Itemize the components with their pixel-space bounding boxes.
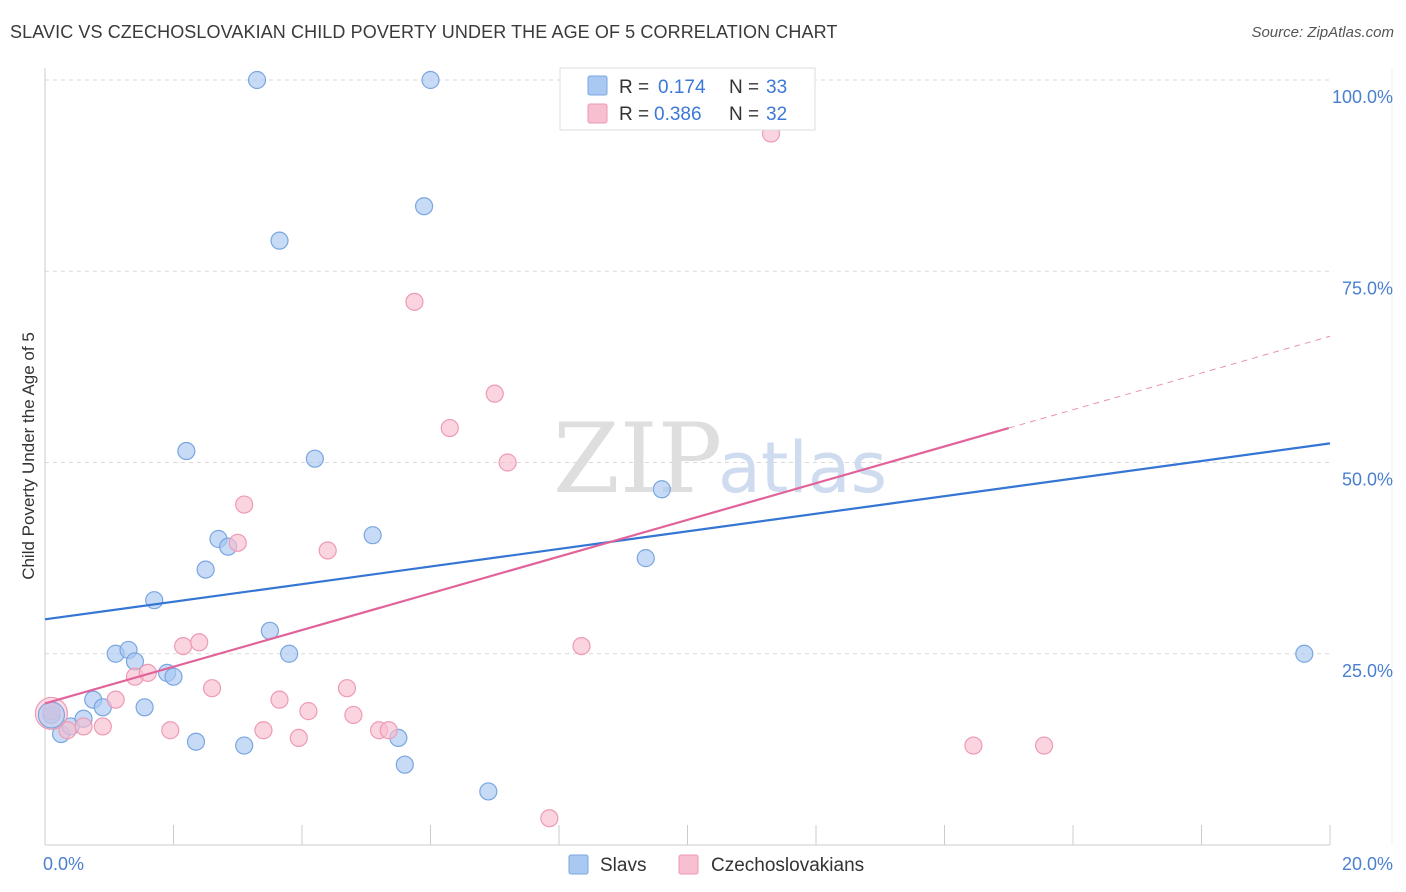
legend-r-value-slavs: 0.174 (658, 77, 706, 98)
trend-extension-czechoslovakians (1008, 335, 1331, 429)
point-czechoslovakians-3 (93, 717, 112, 736)
point-slavs-24 (363, 526, 382, 545)
legend-r-label-slavs: R = (619, 77, 649, 98)
point-czechoslovakians-25 (498, 453, 517, 472)
point-slavs-26 (395, 755, 414, 774)
point-czechoslovakians-27 (572, 636, 591, 656)
trend-line-czechoslovakians (44, 427, 1010, 705)
series-legend-label-slavs: Slavs (600, 855, 646, 876)
point-czechoslovakians-24 (485, 384, 504, 403)
point-slavs-27 (414, 197, 434, 216)
cluster-slavs (37, 701, 66, 729)
point-czechoslovakians-7 (161, 721, 180, 740)
point-czechoslovakians-15 (289, 728, 308, 748)
point-czechoslovakians-26 (540, 809, 559, 828)
point-slavs-15 (196, 560, 215, 579)
watermark-zip: ZIP (553, 403, 722, 515)
point-czechoslovakians-31 (1034, 736, 1054, 755)
point-czechoslovakians-13 (254, 721, 273, 740)
point-slavs-9 (135, 698, 154, 717)
legend-n-label-czechoslovakians: N = (729, 104, 759, 125)
y-tick-label-3: 100.0% (1332, 87, 1393, 107)
data-points (34, 70, 1314, 828)
y-tick-label-1: 50.0% (1342, 470, 1393, 490)
trend-line-slavs (44, 442, 1331, 621)
watermark: ZIP atlas (553, 403, 887, 515)
chart-title: SLAVIC VS CZECHOSLOVAKIAN CHILD POVERTY … (10, 22, 838, 42)
point-czechoslovakians-21 (379, 721, 398, 740)
point-czechoslovakians-10 (202, 679, 222, 698)
point-slavs-13 (177, 441, 196, 461)
legend-r-label-czechoslovakians: R = (619, 104, 649, 125)
chart-source: Source: ZipAtlas.com (1251, 24, 1394, 41)
point-slavs-30 (636, 549, 655, 568)
trend-lines (44, 335, 1331, 705)
series-legend-swatch-czechoslovakians (678, 854, 699, 875)
point-slavs-29 (479, 782, 498, 801)
legend-n-value-slavs: 33 (766, 77, 787, 98)
point-slavs-18 (235, 736, 254, 755)
series-legend-label-czechoslovakians: Czechoslovakians (711, 855, 864, 876)
point-slavs-19 (247, 70, 267, 90)
watermark-atlas: atlas (718, 427, 887, 509)
point-czechoslovakians-12 (228, 533, 247, 552)
point-slavs-14 (186, 732, 206, 751)
point-slavs-28 (421, 70, 440, 90)
legend-r-value-czechoslovakians: 0.386 (654, 104, 702, 125)
legend-n-value-czechoslovakians: 32 (766, 104, 787, 125)
point-slavs-32 (1295, 644, 1314, 663)
point-czechoslovakians-17 (318, 541, 337, 560)
point-slavs-23 (305, 449, 324, 468)
point-slavs-12 (164, 667, 183, 686)
point-czechoslovakians-18 (337, 679, 357, 698)
axes (44, 68, 1393, 846)
point-czechoslovakians-22 (405, 292, 424, 311)
x-tick-label-1: 20.0% (1342, 854, 1393, 874)
point-slavs-22 (280, 644, 299, 663)
point-czechoslovakians-8 (174, 636, 193, 656)
point-czechoslovakians-14 (270, 690, 289, 709)
legend-n-label-slavs: N = (729, 77, 759, 98)
point-czechoslovakians-4 (106, 690, 125, 709)
y-tick-label-2: 75.0% (1342, 278, 1393, 298)
y-axis-label: Child Poverty Under the Age of 5 (19, 332, 38, 580)
point-czechoslovakians-6 (138, 663, 157, 682)
legend-swatch-czechoslovakians (587, 103, 608, 124)
point-czechoslovakians-19 (344, 705, 363, 725)
series-legend-swatch-slavs (568, 854, 589, 875)
legend-swatch-slavs (587, 75, 608, 96)
point-czechoslovakians-11 (235, 495, 254, 514)
point-czechoslovakians-2 (74, 717, 93, 736)
point-slavs-31 (652, 480, 671, 499)
y-tick-label-0: 25.0% (1342, 661, 1393, 681)
point-czechoslovakians-16 (299, 702, 318, 721)
x-tick-labels: 0.0% 20.0% (43, 854, 1393, 874)
grid-lines (45, 79, 1330, 655)
series-legend: Slavs Czechoslovakians (568, 854, 864, 876)
x-tick-label-0: 0.0% (43, 854, 84, 874)
point-czechoslovakians-23 (440, 418, 459, 438)
point-slavs-21 (270, 231, 289, 250)
correlation-legend: R = 0.174 N = 33 R = 0.386 N = 32 (559, 67, 816, 131)
point-czechoslovakians-30 (964, 736, 983, 755)
y-tick-labels: 25.0% 50.0% 75.0% 100.0% (1332, 87, 1393, 681)
point-czechoslovakians-9 (190, 633, 209, 652)
